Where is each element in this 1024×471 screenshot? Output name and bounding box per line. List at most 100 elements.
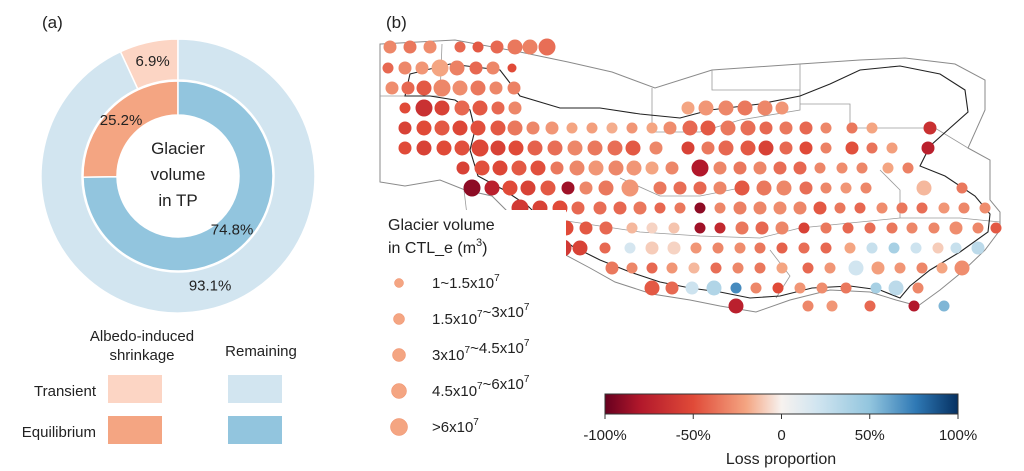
map-point [452, 120, 468, 136]
map-point [665, 161, 679, 175]
size-legend-item: >6x107 [390, 417, 479, 436]
map-point [836, 162, 848, 174]
map-point [779, 141, 793, 155]
map-point [674, 202, 686, 214]
map-point [423, 40, 437, 54]
map-point [667, 241, 681, 255]
map-point [779, 121, 793, 135]
map-point [737, 100, 753, 116]
donut-chart: 6.9% 93.1% 25.2% 74.8% [40, 38, 316, 314]
map-point [757, 100, 773, 116]
map-point [773, 161, 787, 175]
map-point [456, 161, 470, 175]
map-point [854, 202, 866, 214]
map-point [799, 181, 813, 195]
map-point [491, 101, 505, 115]
map-point [848, 260, 864, 276]
map-point [398, 121, 412, 135]
map-point [454, 41, 466, 53]
size-legend-label: 1.5x107~3x107 [432, 302, 530, 328]
map-point [775, 101, 789, 115]
map-point [912, 282, 924, 294]
map-point [382, 62, 394, 74]
map-point [888, 280, 904, 296]
map-point [990, 222, 1002, 234]
legend-row-equilibrium: Equilibrium [22, 424, 96, 441]
map-point [538, 38, 556, 56]
donut-value-label-transient-albedo-induced-shrinkage: 6.9% [136, 53, 170, 70]
map-point [916, 180, 932, 196]
map-point [646, 122, 658, 134]
map-point [773, 201, 787, 215]
map-point [471, 139, 489, 157]
map-point [896, 202, 908, 214]
map-point [579, 221, 593, 235]
map-point [826, 300, 838, 312]
map-point [820, 222, 832, 234]
size-legend-label: 3x107~4.5x107 [432, 338, 530, 364]
map-point [799, 121, 813, 135]
map-point [950, 242, 962, 254]
map-point [415, 61, 429, 75]
map-point [508, 140, 524, 156]
map-point [587, 140, 603, 156]
map-point [682, 120, 698, 136]
map-point [894, 262, 906, 274]
map-point [798, 222, 810, 234]
size-legend-title-line-2: in CTL_e (m3) [388, 237, 487, 257]
donut-center-label: Glacier volume in TP [151, 139, 206, 210]
map-point [401, 81, 415, 95]
map-point [431, 59, 449, 77]
map-point [902, 162, 914, 174]
legend-albedo-title-2: shrinkage [109, 347, 174, 364]
map-point [613, 201, 627, 215]
center-text-line-1: Glacier [151, 139, 205, 158]
center-text-line-2: volume [151, 165, 206, 184]
map-point [385, 81, 399, 95]
size-legend-label: >6x107 [432, 417, 479, 436]
map-point [507, 39, 523, 55]
map-point [646, 262, 658, 274]
map-point [876, 202, 888, 214]
size-legend-background [384, 210, 566, 450]
colorbar-label: Loss proportion [726, 451, 836, 468]
size-legend: Glacier volume in CTL_e (m3) 1~1.5x107 1.… [384, 210, 566, 450]
map-point [688, 262, 700, 274]
map-point [754, 262, 766, 274]
map-point [753, 161, 767, 175]
map-point [666, 262, 678, 274]
map-point [463, 179, 481, 197]
map-point [621, 179, 639, 197]
map-point [753, 201, 767, 215]
size-legend-item: 4.5x107~6x107 [391, 374, 530, 400]
donut-value-label-equilibrium-remaining: 74.8% [211, 221, 254, 238]
map-point [383, 40, 397, 54]
map-point [755, 221, 769, 235]
map-point [866, 142, 878, 154]
map-point [870, 282, 882, 294]
map-point [793, 201, 807, 215]
map-point [700, 120, 716, 136]
map-point [972, 222, 984, 234]
map-point [522, 39, 538, 55]
map-point [571, 201, 585, 215]
colorbar: -100% -50% 0 50% 100% Loss proportion [583, 393, 977, 468]
map-point [606, 122, 618, 134]
map-point [454, 140, 470, 156]
legend-albedo-title-1: Albedo-induced [90, 328, 194, 345]
map-point [860, 182, 872, 194]
map-point [954, 260, 970, 276]
donut-legend: Albedo-induced shrinkage Remaining Trans… [22, 328, 297, 444]
map-point [567, 140, 583, 156]
map-point [490, 40, 504, 54]
map-point [794, 282, 806, 294]
map-point [936, 262, 948, 274]
map-point [403, 40, 417, 54]
map-point [653, 181, 667, 195]
map-point [949, 221, 963, 235]
size-legend-items: 1~1.5x107 1.5x107~3x107 3x107~4.5x107 4.5x1… [390, 273, 530, 436]
size-legend-circle [392, 348, 406, 362]
map-point [507, 81, 521, 95]
panel-b-label: (b) [386, 13, 407, 32]
